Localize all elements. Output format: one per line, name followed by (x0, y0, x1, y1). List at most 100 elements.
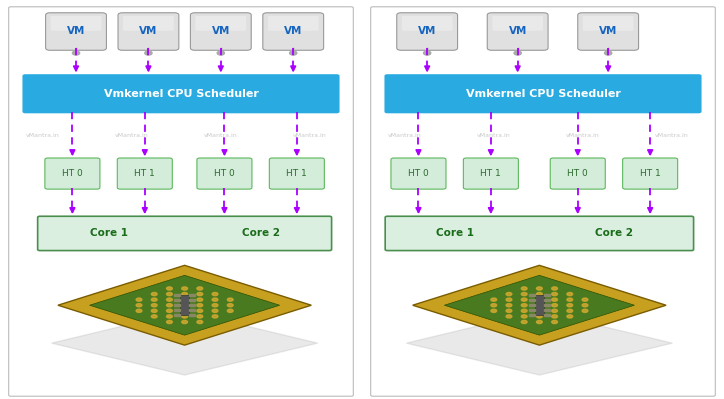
Circle shape (167, 309, 172, 312)
Circle shape (182, 287, 188, 290)
Circle shape (567, 309, 573, 312)
Bar (174, 294, 180, 296)
FancyBboxPatch shape (197, 158, 252, 189)
Circle shape (182, 298, 188, 301)
Bar (529, 294, 535, 296)
Circle shape (536, 304, 542, 307)
Circle shape (167, 315, 172, 318)
Circle shape (567, 304, 573, 307)
Circle shape (212, 309, 218, 312)
Circle shape (567, 292, 573, 296)
Circle shape (506, 298, 512, 301)
Text: VM: VM (211, 26, 230, 36)
Bar (189, 304, 195, 306)
Text: HT 0: HT 0 (214, 169, 235, 178)
Circle shape (212, 304, 218, 307)
FancyBboxPatch shape (385, 216, 694, 251)
Bar (544, 309, 550, 311)
FancyBboxPatch shape (118, 13, 179, 50)
Text: vMantra.in: vMantra.in (293, 133, 327, 138)
Circle shape (582, 298, 588, 301)
Circle shape (521, 292, 527, 296)
FancyBboxPatch shape (51, 16, 101, 31)
Text: HT 0: HT 0 (62, 169, 83, 178)
Circle shape (197, 298, 203, 301)
Text: vMantra.in: vMantra.in (476, 133, 510, 138)
Circle shape (136, 304, 142, 307)
Bar (529, 299, 535, 302)
Circle shape (536, 292, 542, 296)
Circle shape (552, 315, 557, 318)
Circle shape (567, 315, 573, 318)
Circle shape (212, 292, 218, 296)
Circle shape (151, 304, 157, 307)
FancyBboxPatch shape (268, 16, 319, 31)
Circle shape (167, 320, 172, 324)
Circle shape (536, 287, 542, 290)
Circle shape (167, 292, 172, 296)
Polygon shape (58, 265, 311, 345)
Text: VM: VM (418, 26, 437, 36)
Text: Core 2: Core 2 (242, 228, 279, 239)
Circle shape (182, 315, 188, 318)
Polygon shape (51, 311, 318, 375)
Text: vMantra.in: vMantra.in (655, 133, 689, 138)
Bar (529, 309, 535, 311)
Circle shape (227, 298, 233, 301)
FancyBboxPatch shape (180, 295, 189, 315)
Circle shape (136, 309, 142, 312)
Text: HT 1: HT 1 (287, 169, 307, 178)
FancyBboxPatch shape (38, 216, 332, 251)
Circle shape (227, 304, 233, 307)
FancyBboxPatch shape (535, 295, 544, 315)
Text: Vmkernel CPU Scheduler: Vmkernel CPU Scheduler (104, 89, 258, 99)
Circle shape (552, 298, 557, 301)
Circle shape (582, 304, 588, 307)
Text: vMantra.in: vMantra.in (25, 133, 59, 138)
Polygon shape (406, 311, 673, 375)
Text: HT 1: HT 1 (640, 169, 660, 178)
FancyBboxPatch shape (623, 158, 678, 189)
Circle shape (182, 309, 188, 312)
FancyBboxPatch shape (487, 13, 548, 50)
Circle shape (552, 309, 557, 312)
Bar (174, 299, 180, 302)
Circle shape (536, 298, 542, 301)
Text: Core 2: Core 2 (595, 228, 633, 239)
Bar (189, 299, 195, 302)
FancyBboxPatch shape (123, 16, 174, 31)
Bar (544, 299, 550, 302)
Circle shape (197, 287, 203, 290)
Circle shape (136, 298, 142, 301)
Text: vMantra.in: vMantra.in (387, 133, 421, 138)
Circle shape (151, 309, 157, 312)
Circle shape (521, 315, 527, 318)
Circle shape (167, 298, 172, 301)
Bar (529, 304, 535, 306)
FancyBboxPatch shape (9, 7, 353, 396)
Polygon shape (90, 275, 279, 335)
Circle shape (521, 287, 527, 290)
FancyBboxPatch shape (391, 158, 446, 189)
Text: HT 0: HT 0 (568, 169, 588, 178)
FancyBboxPatch shape (269, 158, 324, 189)
FancyBboxPatch shape (583, 16, 634, 31)
Polygon shape (445, 275, 634, 335)
Bar (174, 314, 180, 316)
Text: Core 1: Core 1 (90, 228, 127, 239)
FancyBboxPatch shape (397, 13, 458, 50)
FancyBboxPatch shape (371, 7, 715, 396)
Circle shape (212, 315, 218, 318)
Text: VM: VM (67, 26, 85, 36)
FancyBboxPatch shape (22, 74, 340, 113)
Text: HT 1: HT 1 (481, 169, 501, 178)
Text: VM: VM (599, 26, 618, 36)
FancyBboxPatch shape (117, 158, 172, 189)
Circle shape (582, 309, 588, 312)
Circle shape (552, 304, 557, 307)
FancyBboxPatch shape (384, 74, 702, 113)
FancyBboxPatch shape (190, 13, 251, 50)
Text: Core 1: Core 1 (436, 228, 473, 239)
FancyBboxPatch shape (263, 13, 324, 50)
Text: HT 0: HT 0 (408, 169, 429, 178)
